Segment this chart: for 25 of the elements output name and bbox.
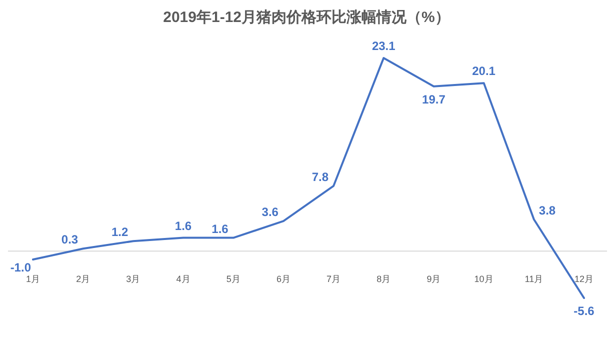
x-tick-label: 2月 <box>76 274 90 284</box>
data-label: -5.6 <box>574 304 595 318</box>
data-label: 1.6 <box>174 218 192 233</box>
x-tick-label: 5月 <box>226 274 240 284</box>
x-tick-label: 6月 <box>276 274 290 284</box>
x-tick-label: 9月 <box>426 274 441 284</box>
data-label: 1.6 <box>212 222 229 236</box>
chart-title: 2019年1-12月猪肉价格环比涨幅情况（%） <box>163 9 450 26</box>
x-tick-label: 3月 <box>126 274 140 284</box>
data-label: 3.8 <box>538 203 556 218</box>
data-label: 3.6 <box>262 205 279 220</box>
x-tick-label: 7月 <box>326 274 341 284</box>
data-label: -1.0 <box>10 260 32 275</box>
x-tick-label: 10月 <box>474 274 494 284</box>
x-tick-label: 11月 <box>524 274 544 284</box>
x-tick-label: 12月 <box>574 274 594 284</box>
data-label: 1.2 <box>111 225 128 240</box>
data-label: 0.3 <box>61 232 78 247</box>
x-tick-label: 8月 <box>376 274 391 284</box>
data-label: 19.7 <box>422 92 446 106</box>
data-label: 7.8 <box>312 170 329 184</box>
data-label: 23.1 <box>372 39 396 53</box>
data-label: 20.1 <box>472 64 496 78</box>
x-tick-label: 4月 <box>176 274 190 284</box>
x-tick-label: 1月 <box>26 274 40 284</box>
